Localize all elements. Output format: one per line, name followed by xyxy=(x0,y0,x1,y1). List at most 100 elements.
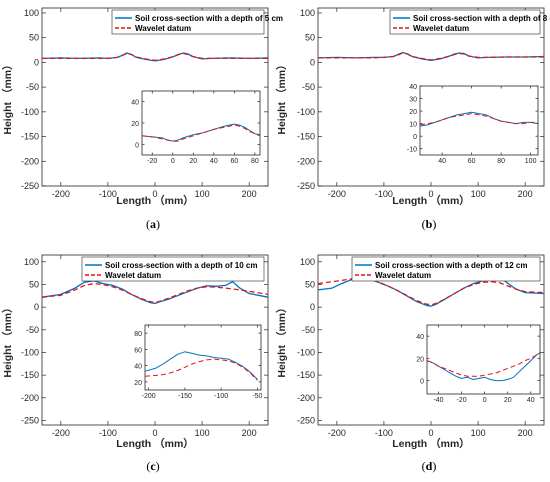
inset-x-tick-label: -200 xyxy=(142,393,156,400)
inset-y-tick-label: 20 xyxy=(131,121,139,128)
legend-entry: Wavelet datum xyxy=(135,24,191,33)
legend-entry: Wavelet datum xyxy=(413,24,469,33)
main-y-tick-label: 50 xyxy=(29,279,39,289)
legend-entry: Wavelet datum xyxy=(375,271,431,280)
main-x-tick-label: 0 xyxy=(428,428,433,438)
y-axis-label: Height （mm） xyxy=(1,302,14,377)
inset-x-tick-label: 60 xyxy=(468,158,476,165)
inset-y-tick-label: 20 xyxy=(409,109,417,116)
inset-y-tick-label: 40 xyxy=(131,100,139,107)
main-y-tick-label: -250 xyxy=(297,181,315,191)
inset-plot-area xyxy=(141,90,261,156)
main-x-tick-label: 0 xyxy=(152,189,157,199)
inset-y-tick-label: 0 xyxy=(420,379,424,386)
inset-x-tick-label: 0 xyxy=(483,397,487,404)
inset-x-tick-label: 80 xyxy=(497,158,505,165)
main-y-tick-label: -50 xyxy=(26,325,39,335)
inset-x-tick-label: 40 xyxy=(438,158,446,165)
legend-entry: Soil cross-section with a depth of 5 cm xyxy=(135,14,283,23)
panel-caption-part: ( xyxy=(422,217,426,231)
inset-y-tick-label: 0 xyxy=(135,142,139,149)
main-x-tick-label: 100 xyxy=(471,428,486,438)
inset-x-tick-label: 0 xyxy=(171,158,175,165)
main-y-tick-label: -200 xyxy=(297,393,315,403)
inset-x-tick-label: -20 xyxy=(457,397,467,404)
legend-box xyxy=(389,9,541,35)
main-y-tick-label: 100 xyxy=(24,8,39,18)
x-axis-label: Length （mm） xyxy=(392,437,470,450)
legend-entry: Soil cross-section with a depth of 8 cm xyxy=(413,14,550,23)
main-y-tick-label: -150 xyxy=(21,370,39,380)
inset-x-tick-label: 60 xyxy=(230,158,238,165)
main-y-tick-label: -50 xyxy=(302,82,315,92)
panel-b: -200 -100 0 100 200-250-200-150-100-50050100… xyxy=(275,7,550,231)
main-y-tick-label: 100 xyxy=(300,257,315,267)
main-y-tick-label: -250 xyxy=(21,181,39,191)
inset-y-tick-label: 30 xyxy=(409,97,417,104)
main-y-tick-label: 50 xyxy=(305,33,315,43)
main-x-tick-label: 200 xyxy=(518,189,533,199)
main-y-tick-label: -150 xyxy=(21,132,39,142)
x-axis-label: Length （mm） xyxy=(116,437,194,450)
main-x-tick-label: 0 xyxy=(428,189,433,199)
inset-wavelet-datum-line xyxy=(144,358,258,381)
panel-caption-part: ( xyxy=(422,459,426,473)
inset-plot-area xyxy=(144,324,262,391)
main-y-tick-label: -200 xyxy=(21,156,39,166)
inset-y-tick-label: 80 xyxy=(134,331,142,338)
panel-caption-part: ( xyxy=(146,459,150,473)
main-y-tick-label: -100 xyxy=(297,107,315,117)
inset-plot-area xyxy=(426,324,541,395)
main-x-tick-label: 100 xyxy=(471,189,486,199)
main-wavelet-datum-line xyxy=(42,52,268,62)
inset-x-tick-label: 20 xyxy=(189,158,197,165)
inset-wavelet-datum-line xyxy=(419,113,538,126)
inset-x-tick-label: -40 xyxy=(433,397,443,404)
inset-wavelet-datum-line xyxy=(426,352,541,377)
main-wavelet-datum-line xyxy=(41,282,269,304)
main-y-tick-label: -100 xyxy=(297,347,315,357)
legend-box xyxy=(351,256,541,282)
legend-box xyxy=(81,256,265,282)
panel-c: -200 -100 0 100 200 -250 -200 -150 -100 -50 0 50 100… xyxy=(1,254,269,473)
main-y-tick-label: 50 xyxy=(305,279,315,289)
main-y-tick-label: -150 xyxy=(297,370,315,380)
main-y-tick-label: -150 xyxy=(297,132,315,142)
main-x-tick-label: -200 xyxy=(52,428,70,438)
inset-y-tick-label: 10 xyxy=(409,122,417,129)
main-x-tick-label: -200 xyxy=(328,189,346,199)
inset-x-tick-label: 40 xyxy=(210,158,218,165)
panel-caption-part: ) xyxy=(156,459,160,473)
main-y-tick-label: -100 xyxy=(21,107,39,117)
panel-caption-part: a xyxy=(150,217,156,231)
main-y-tick-label: -200 xyxy=(297,156,315,166)
legend-entry: Wavelet datum xyxy=(105,271,161,280)
y-axis-label: Height （mm） xyxy=(275,302,288,377)
main-y-tick-label: 100 xyxy=(300,8,315,18)
panel-d: -200 -100 0 100 200-250-200-150-100-50050100… xyxy=(275,254,545,473)
inset-y-tick-label: 0 xyxy=(413,134,417,141)
x-axis-label: Length （mm） xyxy=(392,194,470,207)
main-x-tick-label: -200 xyxy=(328,428,346,438)
main-x-tick-label: 200 xyxy=(242,428,257,438)
inset-x-tick-label: 80 xyxy=(251,158,259,165)
inset-y-tick-label: 20 xyxy=(416,356,424,363)
panel-caption: (b) xyxy=(422,217,437,231)
main-x-tick-label: -100 xyxy=(99,428,117,438)
inset-x-tick-label: -50 xyxy=(252,393,262,400)
main-x-tick-label: 100 xyxy=(195,428,210,438)
inset-y-tick-label: 40 xyxy=(416,334,424,341)
legend-entry: Soil cross-section with a depth of 12 cm xyxy=(375,261,527,270)
panel-caption-part: d xyxy=(426,459,433,473)
panel-caption-part: ( xyxy=(146,217,150,231)
main-y-tick-label: 0 xyxy=(310,57,315,67)
inset-cross-section-line xyxy=(426,352,541,382)
inset-cross-section-line xyxy=(144,351,258,380)
inset-y-tick-label: -10 xyxy=(407,147,417,154)
panel-caption-part: ) xyxy=(156,217,160,231)
main-y-tick-label: 0 xyxy=(34,57,39,67)
main-x-tick-label: -100 xyxy=(99,189,117,199)
main-y-tick-label: -50 xyxy=(26,82,39,92)
